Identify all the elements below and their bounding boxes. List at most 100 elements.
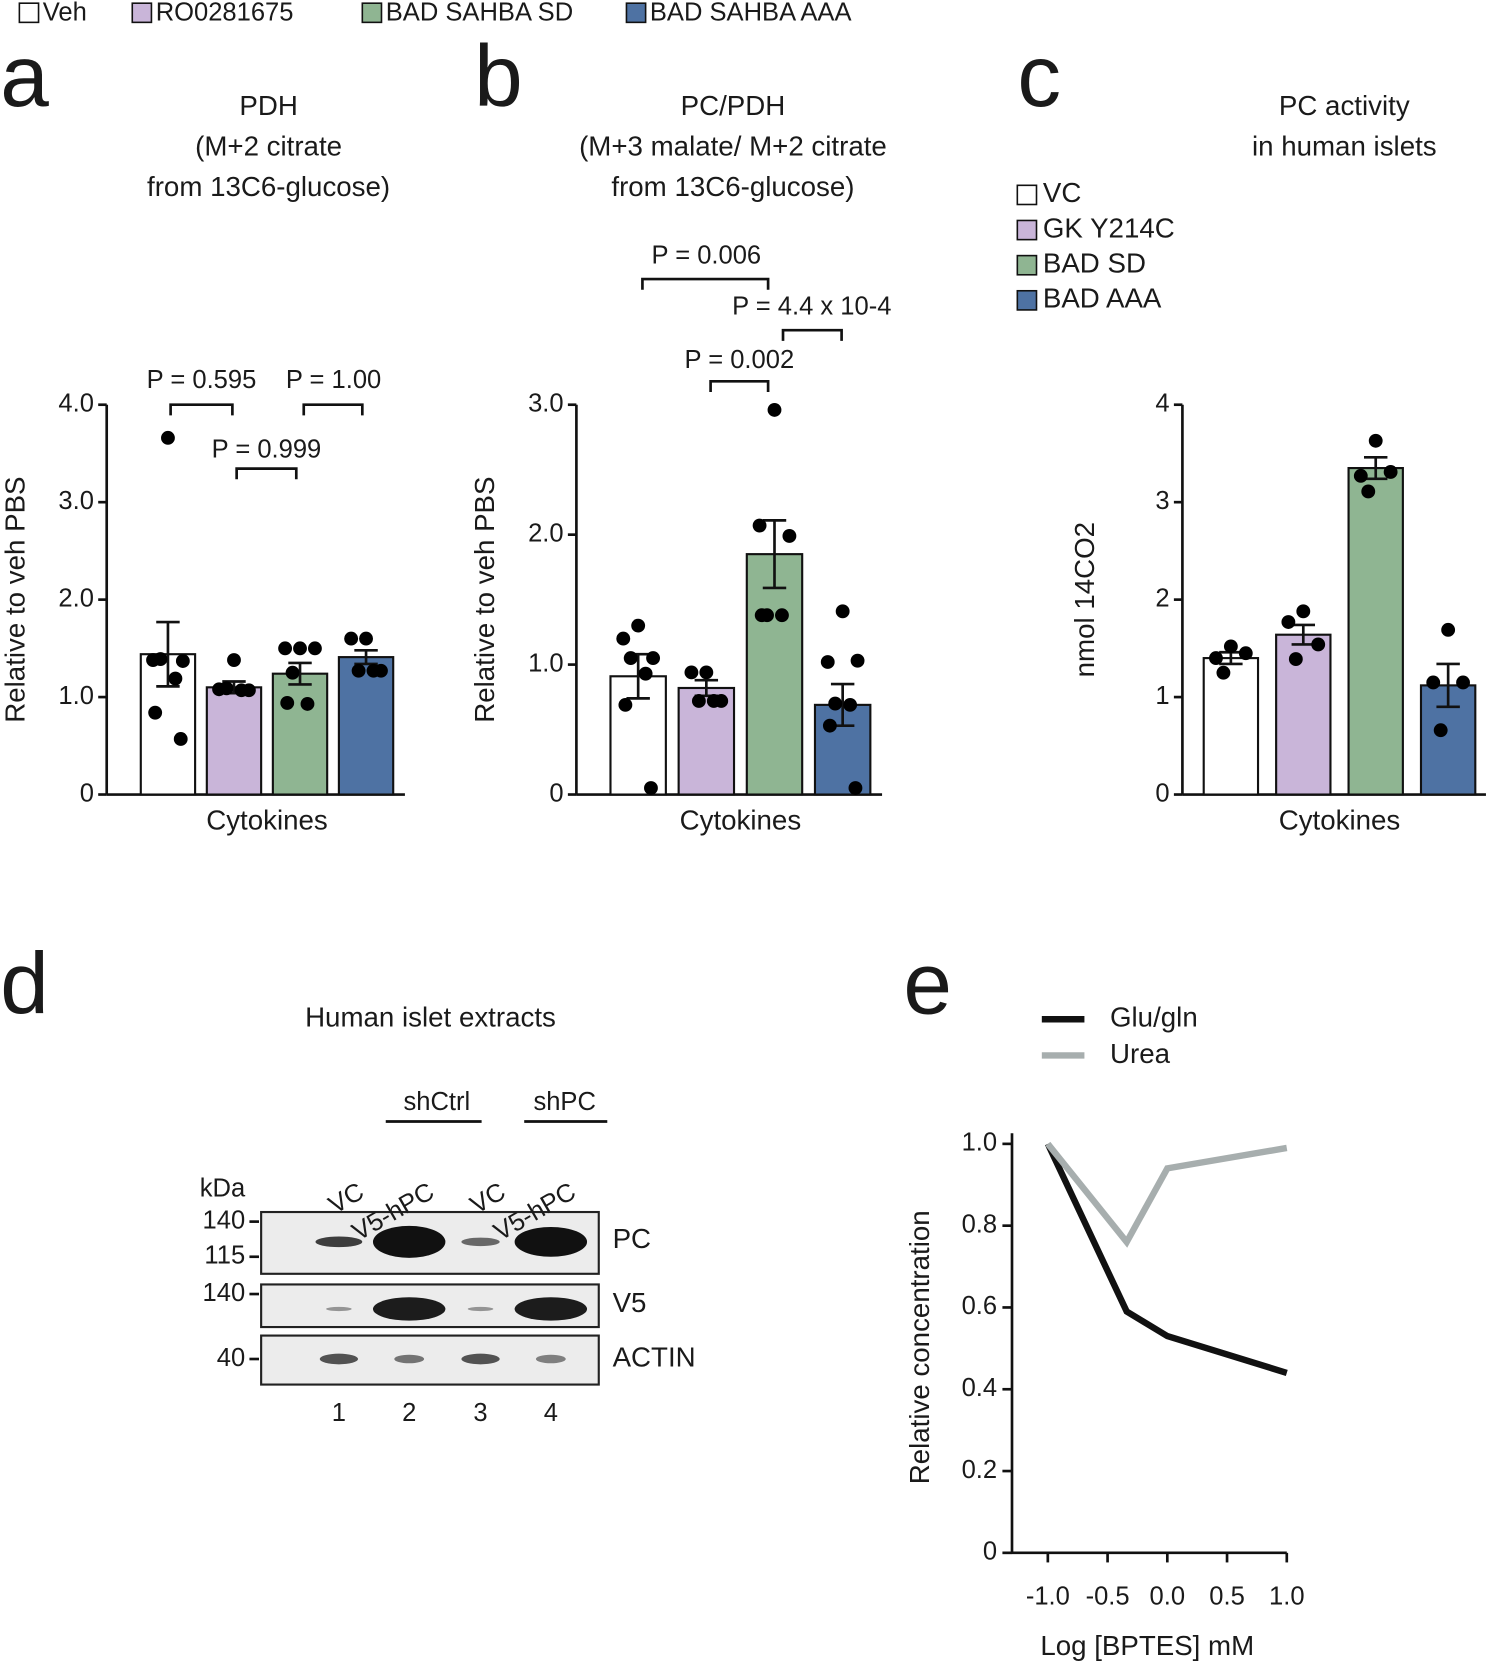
band [461,1237,500,1247]
data-point [691,694,706,708]
data-point [359,631,373,646]
p-value: P = 1.00 [286,366,381,394]
data-point [300,696,315,711]
data-point [820,655,835,669]
x-tick-label: 0.5 [1209,1582,1245,1610]
band [467,1306,494,1312]
band [372,1297,446,1321]
bar [1202,657,1260,796]
chart-title: in human islets [1252,130,1437,161]
y-tick-label: 0.6 [962,1292,998,1320]
data-point [782,529,797,543]
panel-letter: c [1017,27,1061,125]
line [1044,1142,1288,1376]
blot-title: Human islet extracts [305,1002,556,1033]
data-point [1223,639,1238,654]
legend-swatch [1016,254,1038,276]
x-tick-label: -1.0 [1026,1582,1070,1610]
data-point [850,653,865,668]
band [535,1354,566,1364]
y-axis-label: Relative to veh PBS [0,476,31,722]
data-point [828,696,843,711]
data-point [775,608,789,623]
legend-swatch [1016,219,1038,241]
group-label: shPC [533,1088,595,1116]
p-value: P = 0.999 [212,435,322,463]
band [315,1236,363,1248]
bar [337,656,395,796]
y-tick-label: 0.8 [962,1210,998,1238]
y-tick-label: 1.0 [528,649,564,677]
bracket [235,467,298,480]
data-point [366,663,381,678]
bar [745,553,804,796]
x-tick-label: -0.5 [1086,1582,1130,1610]
p-value: P = 0.002 [685,346,795,374]
band [514,1226,588,1257]
bar [609,675,667,796]
data-point [699,665,714,680]
data-point [1296,604,1311,619]
band-label: ACTIN [613,1341,696,1372]
marker-label: 140 [203,1206,246,1234]
y-tick-label: 2.0 [58,584,94,612]
data-point [767,402,782,417]
chart-title: from 13C6-glucose) [611,171,854,202]
panel-letter: d [0,935,49,1033]
y-axis-label: Relative to veh PBS [469,476,500,722]
data-point [706,694,721,708]
panel-letter: e [903,935,952,1033]
data-point [618,697,633,712]
data-point [1311,637,1326,652]
group-label: shCtrl [404,1088,471,1116]
y-tick-label: 0.4 [962,1374,998,1402]
y-axis-label: nmol 14CO2 [1069,522,1100,677]
line [1045,1141,1288,1248]
legend-label: VC [1043,177,1081,208]
marker-label: 140 [203,1279,246,1307]
y-tick-label: 1.0 [962,1129,998,1157]
legend-label: BAD SAHBA AAA [650,0,852,27]
data-point [278,641,293,656]
marker-label: 115 [204,1242,245,1270]
data-point [752,518,767,533]
panel-letter: a [0,27,49,125]
y-tick-label: 2.0 [528,519,564,547]
data-point [285,665,300,680]
data-point [822,718,837,733]
data-point [1456,675,1470,690]
data-point [1209,651,1223,666]
data-point [1361,484,1376,499]
legend-label: BAD SAHBA SD [386,0,573,27]
band-label: PC [613,1223,651,1254]
legend-swatch [361,2,383,24]
legend-swatch [1016,184,1038,206]
data-point [616,631,631,646]
x-axis-label: Log [BPTES] mM [1040,1630,1254,1661]
data-point [148,705,163,720]
data-point [175,654,190,668]
panel-letter: b [474,27,523,125]
p-value: P = 4.4 x 10-4 [732,293,891,321]
y-tick-label: 1 [1155,682,1169,710]
lane-number: 2 [402,1399,416,1427]
legend-swatch [625,2,647,24]
x-tick-label: Cytokines [1279,805,1401,836]
y-tick-label: 0 [983,1538,997,1566]
data-point [638,666,653,681]
data-point [153,652,168,666]
data-point [623,651,638,666]
data-point [344,631,359,646]
y-tick-label: 0 [80,779,94,807]
legend-label: BAD AAA [1043,283,1162,314]
data-point [646,651,661,666]
data-point [219,681,234,696]
band [461,1353,500,1365]
legend-label: Glu/gln [1110,1002,1198,1033]
band [326,1306,352,1312]
data-point [161,430,175,445]
p-value: P = 0.595 [147,366,257,394]
data-point [1441,622,1456,637]
data-point [684,665,699,680]
